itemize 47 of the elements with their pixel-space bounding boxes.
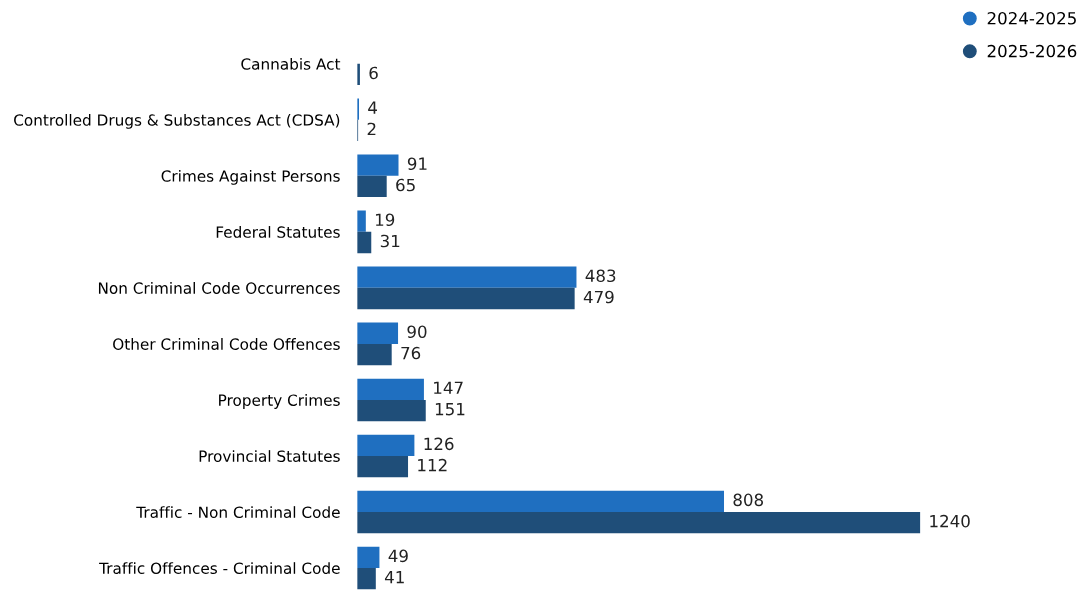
bar bbox=[357, 546, 380, 568]
y-tick-label: Traffic - Non Criminal Code bbox=[136, 506, 340, 518]
y-tick-label: Federal Statutes bbox=[216, 226, 340, 238]
y-tick-label: Cannabis Act bbox=[241, 57, 341, 70]
bar bbox=[357, 399, 426, 422]
data-label: 112 bbox=[418, 458, 447, 472]
data-label: 6 bbox=[369, 66, 378, 80]
bar bbox=[357, 322, 399, 344]
data-label: 49 bbox=[388, 549, 408, 563]
data-label: 2 bbox=[367, 122, 376, 136]
data-label: 41 bbox=[384, 571, 404, 584]
bar bbox=[357, 266, 577, 288]
bar bbox=[357, 343, 392, 366]
legend-label: 2024-2025 bbox=[987, 11, 1076, 25]
y-tick-label: Crimes Against Persons bbox=[161, 170, 340, 185]
data-label: 65 bbox=[396, 178, 415, 192]
bar bbox=[357, 490, 724, 512]
data-label: 19 bbox=[375, 213, 395, 227]
data-label: 483 bbox=[585, 269, 616, 283]
data-label: 90 bbox=[407, 325, 427, 339]
bar bbox=[357, 434, 415, 456]
data-label: 31 bbox=[380, 234, 400, 248]
bar bbox=[357, 154, 399, 176]
y-tick-label: Provincial Statutes bbox=[199, 450, 340, 462]
data-label: 91 bbox=[407, 157, 427, 171]
y-tick-label: Other Criminal Code Offences bbox=[113, 338, 340, 350]
data-label: 151 bbox=[435, 403, 465, 416]
bar bbox=[357, 210, 366, 232]
y-tick-label: Property Crimes bbox=[219, 394, 340, 409]
bar bbox=[357, 511, 921, 534]
data-label: 126 bbox=[424, 437, 454, 451]
y-tick-label: Controlled Drugs & Substances Act (CDSA) bbox=[14, 113, 340, 129]
data-label: 808 bbox=[733, 493, 764, 507]
data-label: 479 bbox=[583, 290, 614, 304]
bar bbox=[357, 175, 387, 198]
y-tick-label: Non Criminal Code Occurrences bbox=[98, 282, 340, 294]
bar bbox=[357, 455, 409, 478]
data-label: 147 bbox=[434, 381, 463, 394]
y-tick-label: Traffic Offences - Criminal Code bbox=[99, 562, 340, 575]
bar bbox=[357, 567, 376, 590]
bar bbox=[357, 378, 424, 400]
bar bbox=[357, 287, 575, 310]
data-label: 1240 bbox=[930, 514, 970, 528]
legend-label: 2025-2026 bbox=[987, 44, 1077, 58]
data-label: 4 bbox=[368, 101, 378, 114]
bar bbox=[357, 231, 372, 254]
data-label: 76 bbox=[401, 346, 421, 360]
